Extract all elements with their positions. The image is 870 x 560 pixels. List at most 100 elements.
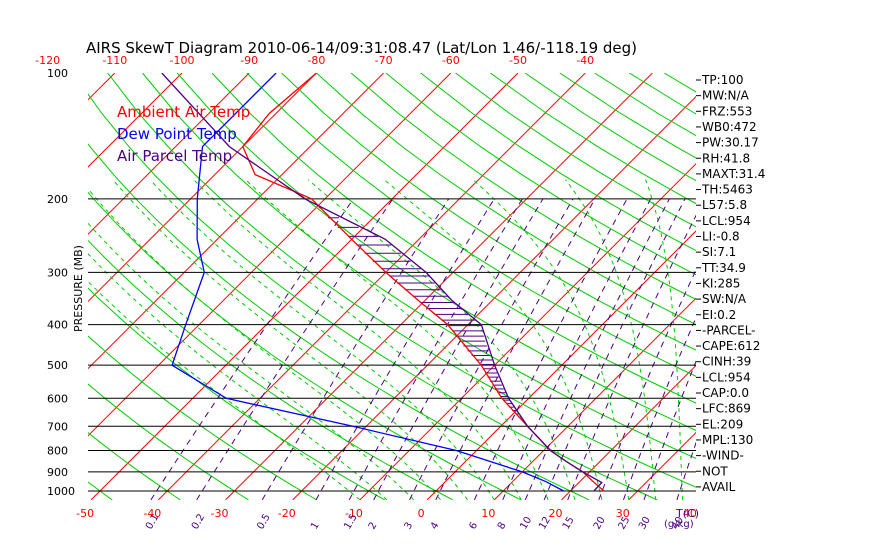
mixing-ratio-line bbox=[502, 198, 652, 500]
index-label: -WIND- bbox=[702, 449, 744, 463]
index-label: FRZ:553 bbox=[702, 104, 752, 118]
index-label: RH:41.8 bbox=[702, 151, 750, 165]
moist-adiabat-line bbox=[645, 179, 683, 500]
isotherm-line bbox=[90, 73, 519, 500]
mixing-ratio-line bbox=[373, 198, 544, 500]
index-label: -PARCEL- bbox=[702, 323, 756, 337]
dry-adiabat-line bbox=[420, 73, 696, 252]
index-label: MAXT:31.4 bbox=[702, 167, 765, 181]
dry-adiabat-line bbox=[246, 73, 696, 377]
y-axis-label: PRESSURE (MB) bbox=[72, 245, 85, 332]
pressure-tick-label: 300 bbox=[47, 266, 68, 279]
moist-adiabat-line bbox=[88, 280, 361, 500]
index-label: LCL:954 bbox=[702, 214, 751, 228]
bottom-temp-tick-label: -10 bbox=[345, 507, 363, 520]
dry-adiabat-line bbox=[88, 143, 590, 500]
pressure-tick-label: 700 bbox=[47, 420, 68, 433]
index-label: SW:N/A bbox=[702, 292, 747, 306]
top-temp-tick-label: -60 bbox=[442, 54, 460, 67]
moist-adiabat-line bbox=[383, 179, 603, 500]
top-temp-tick-label: -100 bbox=[170, 54, 195, 67]
legend-entry: Air Parcel Temp bbox=[117, 147, 232, 165]
bottom-temp-tick-label: 10 bbox=[481, 507, 495, 520]
top-temp-tick-label: -110 bbox=[102, 54, 127, 67]
index-label: MW:N/A bbox=[702, 89, 750, 103]
moist-adiabat-line bbox=[472, 179, 630, 500]
isotherm-line bbox=[493, 297, 696, 500]
grid-lines bbox=[88, 73, 696, 500]
index-label: L57:5.8 bbox=[702, 198, 747, 212]
pressure-tick-label: 100 bbox=[47, 67, 68, 80]
index-label: TP:100 bbox=[701, 73, 744, 87]
isobars bbox=[88, 198, 696, 492]
mixing-ratio-tick-label: 3 bbox=[403, 520, 416, 531]
index-label: KI:285 bbox=[702, 276, 740, 290]
index-label: TH:5463 bbox=[701, 183, 753, 197]
dry-adiabat-line bbox=[88, 383, 249, 500]
index-label: CAPE:612 bbox=[702, 339, 760, 353]
dry-adiabat-line bbox=[88, 335, 317, 500]
isotherm-line bbox=[88, 73, 452, 437]
chart-title: AIRS SkewT Diagram 2010-06-14/09:31:08.4… bbox=[86, 39, 637, 57]
profiles bbox=[161, 73, 605, 492]
bottom-temp-tick-label: 20 bbox=[549, 507, 563, 520]
index-label: LI:-0.8 bbox=[702, 230, 740, 244]
index-label: WB0:472 bbox=[702, 120, 757, 134]
bottom-temp-tick-label: -20 bbox=[278, 507, 296, 520]
mixing-ratio-line bbox=[196, 198, 394, 500]
mixing-ratio-line bbox=[524, 198, 670, 500]
isotherm-line bbox=[88, 73, 384, 370]
moist-adiabat-line bbox=[193, 179, 522, 500]
moist-adiabat-line bbox=[88, 187, 441, 500]
bottom-temp-tick-label: -50 bbox=[76, 507, 94, 520]
index-label: EL:209 bbox=[702, 417, 743, 431]
index-label: AVAIL bbox=[702, 480, 736, 494]
pressure-tick-label: 1000 bbox=[47, 485, 75, 498]
dry-adiabat-line bbox=[350, 73, 696, 300]
index-label: NOT bbox=[702, 464, 728, 478]
bottom-temp-tick-label: 30 bbox=[616, 507, 630, 520]
index-label: SI:7.1 bbox=[702, 245, 736, 259]
mixing-ratio-tick-label: 6 bbox=[467, 520, 480, 531]
dry-adiabat-line bbox=[211, 73, 696, 404]
pressure-tick-label: 800 bbox=[47, 444, 68, 457]
moist-adiabat-line bbox=[88, 252, 388, 500]
temp-unit-label: T(C) bbox=[675, 507, 699, 520]
top-temp-tick-label: -70 bbox=[375, 54, 393, 67]
bottom-temp-tick-label: -40 bbox=[143, 507, 161, 520]
mixing-ratio-line bbox=[598, 268, 696, 500]
legend: Ambient Air Temp Dew Point Temp Air Parcel… bbox=[117, 103, 250, 165]
mixing-ratio-unit-label: (g/kg) bbox=[664, 519, 694, 530]
mixing-ratio-tick-label: 2 bbox=[367, 520, 380, 531]
mixing-ratio-line bbox=[473, 198, 628, 500]
bottom-temp-tick-label: -30 bbox=[211, 507, 229, 520]
bottom-temp-tick-label: 40 bbox=[683, 507, 697, 520]
top-temp-tick-label: -80 bbox=[307, 54, 325, 67]
mixing-ratio-line bbox=[348, 198, 523, 500]
dry-adiabat-line bbox=[281, 73, 696, 351]
legend-entry: Ambient Air Temp bbox=[117, 103, 250, 121]
mixing-ratio-tick-label: 4 bbox=[429, 520, 442, 531]
pressure-tick-label: 200 bbox=[47, 193, 68, 206]
dry-adiabat-line bbox=[88, 432, 181, 500]
top-temp-tick-label: -50 bbox=[509, 54, 527, 67]
mixing-ratio-line bbox=[150, 198, 354, 500]
cape-hatch bbox=[318, 207, 526, 425]
pressure-tick-label: 500 bbox=[47, 359, 68, 372]
index-label: CAP:0.0 bbox=[702, 386, 749, 400]
index-label: LFC:869 bbox=[702, 402, 751, 416]
dew-profile-line bbox=[171, 73, 565, 492]
mixing-ratio-line bbox=[676, 441, 696, 500]
isotherm-line bbox=[88, 73, 183, 168]
moist-adiabat-line bbox=[307, 179, 576, 500]
moist-adiabat-line bbox=[88, 222, 415, 500]
mixing-ratio-tick-label: 8 bbox=[496, 520, 509, 531]
moist-adiabat-line bbox=[565, 179, 657, 500]
legend-entry: Dew Point Temp bbox=[117, 125, 237, 143]
index-label: EI:0.2 bbox=[702, 308, 736, 322]
mixing-ratio-line bbox=[623, 316, 696, 500]
pressure-tick-label: 400 bbox=[47, 319, 68, 332]
